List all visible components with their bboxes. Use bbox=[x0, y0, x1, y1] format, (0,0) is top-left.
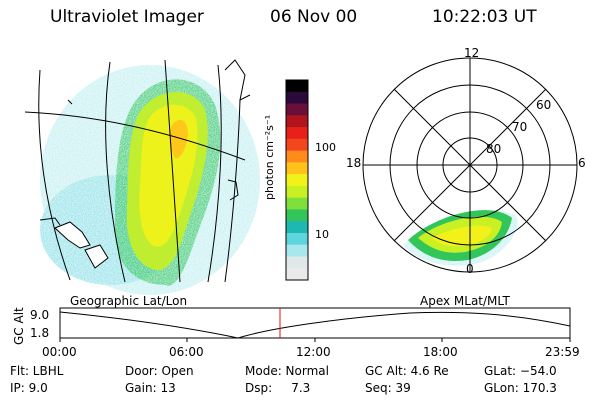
info-gcalt: GC Alt: 4.6 Re bbox=[365, 364, 449, 378]
colorbar-frame bbox=[285, 79, 309, 281]
colorbar-swatch bbox=[286, 209, 308, 222]
info-gain: Gain: 13 bbox=[125, 381, 176, 395]
info-door: Door: Open bbox=[125, 364, 194, 378]
colorbar-swatch bbox=[286, 80, 308, 93]
colorbar-tick-10: 10 bbox=[315, 228, 329, 241]
polar-plot bbox=[362, 57, 578, 273]
colorbar-swatch bbox=[286, 127, 308, 140]
altitude-panel bbox=[59, 307, 571, 342]
alt-ytick-1.8: 1.8 bbox=[30, 326, 50, 340]
apex-label: Apex MLat/MLT bbox=[420, 294, 510, 308]
info-glon: GLon: 170.3 bbox=[484, 381, 557, 395]
alt-xtick-1800: 18:00 bbox=[423, 345, 458, 359]
alt-ylabel: GC Alt bbox=[12, 307, 26, 345]
colorbar-swatch bbox=[286, 244, 308, 257]
info-flt: Flt: LBHL bbox=[10, 364, 64, 378]
colorbar-swatch bbox=[286, 91, 308, 105]
colorbar-swatch bbox=[286, 150, 308, 163]
colorbar-swatch bbox=[286, 197, 308, 210]
colorbar-swatch bbox=[286, 232, 308, 246]
alt-xtick-2359: 23:59 bbox=[545, 345, 580, 359]
colorbar-swatch bbox=[286, 103, 308, 116]
info-glat: GLat: −54.0 bbox=[484, 364, 557, 378]
alt-ytick-9: 9.0 bbox=[30, 308, 50, 322]
colorbar-swatch bbox=[286, 268, 308, 281]
date-label: 06 Nov 00 bbox=[270, 7, 358, 27]
time-label: 10:22:03 UT bbox=[432, 7, 537, 27]
mlat-label-80: 80 bbox=[486, 142, 502, 156]
mlt-label-18: 18 bbox=[346, 156, 362, 170]
colorbar-unit-label: photon cm⁻²s⁻¹ bbox=[263, 114, 276, 200]
colorbar-swatch bbox=[286, 162, 308, 175]
alt-xtick-0000: 00:00 bbox=[42, 345, 77, 359]
info-ip: IP: 9.0 bbox=[10, 381, 48, 395]
info-seq: Seq: 39 bbox=[365, 381, 411, 395]
info-mode: Mode: Normal bbox=[245, 364, 329, 378]
mlt-label-6: 6 bbox=[578, 156, 586, 170]
colorbar bbox=[285, 79, 309, 281]
instrument-title: Ultraviolet Imager bbox=[50, 7, 204, 27]
colorbar-swatch bbox=[286, 221, 308, 234]
mlt-label-0: 0 bbox=[466, 262, 474, 276]
colorbar-swatch bbox=[286, 115, 308, 128]
mlat-label-70: 70 bbox=[512, 120, 528, 134]
info-dsp: Dsp: 7.3 bbox=[245, 381, 311, 395]
mlat-label-60: 60 bbox=[536, 98, 552, 112]
geographic-label: Geographic Lat/Lon bbox=[70, 294, 188, 308]
mlt-label-12: 12 bbox=[464, 46, 480, 60]
alt-xtick-1200: 12:00 bbox=[296, 345, 331, 359]
colorbar-tick-100: 100 bbox=[315, 141, 336, 154]
colorbar-swatch bbox=[286, 185, 308, 199]
alt-xtick-0600: 06:00 bbox=[169, 345, 204, 359]
colorbar-swatch bbox=[286, 256, 308, 269]
colorbar-swatch bbox=[286, 138, 308, 152]
colorbar-swatch bbox=[286, 174, 308, 187]
